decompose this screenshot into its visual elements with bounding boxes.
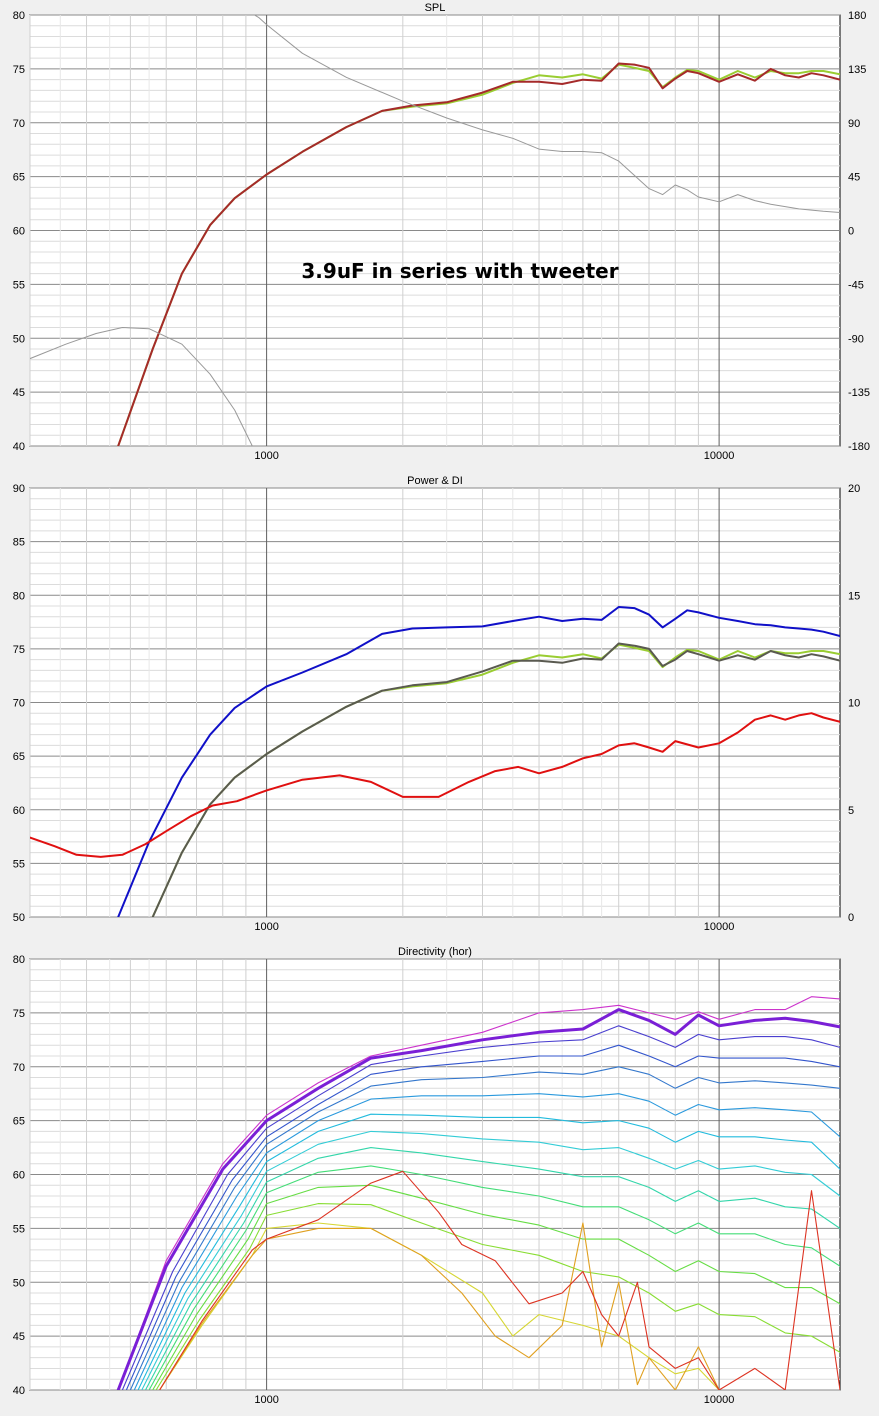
series-line <box>125 1044 840 1390</box>
spl-chart-panel: SPL 80 75 70 65 60 55 50 45 40 180 135 90 45 0 -45 -90 -1… <box>0 0 879 468</box>
y-tick-label: 80 <box>13 590 25 602</box>
series-line <box>117 606 840 917</box>
series-line <box>152 1184 840 1390</box>
y2-tick-label: -180 <box>848 441 870 453</box>
x-tick-label: 1000 <box>254 921 278 933</box>
y-tick-label: 50 <box>13 1277 25 1289</box>
y2-tick-label: 5 <box>848 805 854 817</box>
y-tick-label: 55 <box>13 279 25 291</box>
y2-tick-label: -45 <box>848 279 864 291</box>
y-tick-label: 70 <box>13 118 25 130</box>
y-tick-label: 50 <box>13 912 25 924</box>
series-line <box>159 1222 720 1390</box>
x-tick-label: 10000 <box>704 1394 735 1406</box>
x-tick-label: 1000 <box>254 450 278 462</box>
series-line <box>137 1113 840 1390</box>
series-group <box>116 996 840 1390</box>
series-line <box>30 712 840 858</box>
y-tick-label: 65 <box>13 172 25 184</box>
series-group <box>30 15 840 446</box>
y-tick-label: 45 <box>13 1331 25 1343</box>
series-line <box>151 642 840 917</box>
y-tick-label: 45 <box>13 387 25 399</box>
x-tick-label: 10000 <box>704 921 735 933</box>
y-tick-label: 60 <box>13 226 25 238</box>
power-di-chart-panel: Power & DI 90 85 80 75 70 65 60 55 50 20 15 10 5 0 1000… <box>0 468 879 940</box>
directivity-chart: Directivity (hor) 80 75 70 65 60 55 50 45 40 1000 1… <box>13 946 841 1406</box>
y-tick-label: 60 <box>13 1170 25 1182</box>
y2-tick-label: 0 <box>848 226 854 238</box>
y2-tick-label: 135 <box>848 64 866 76</box>
series-line <box>129 1066 840 1390</box>
series-line <box>148 1165 840 1390</box>
y-tick-label: 55 <box>13 858 25 870</box>
series-line <box>141 1130 840 1390</box>
y-tick-label: 85 <box>13 537 25 549</box>
y-tick-label: 80 <box>13 10 25 22</box>
y2-tick-label: 45 <box>848 172 860 184</box>
y2-tick-label: -135 <box>848 387 870 399</box>
spl-chart: SPL 80 75 70 65 60 55 50 45 40 180 135 90 45 0 -45 -90 -1… <box>13 2 870 462</box>
series-line <box>121 1025 840 1390</box>
y2-tick-label: 10 <box>848 698 860 710</box>
series-group <box>30 606 840 917</box>
y-tick-label: 80 <box>13 954 25 966</box>
y-tick-label: 40 <box>13 1385 25 1397</box>
y-tick-label: 70 <box>13 1062 25 1074</box>
y2-tick-label: 20 <box>848 483 860 495</box>
chart-title: SPL <box>425 2 446 14</box>
series-line <box>144 1147 840 1390</box>
series-line <box>30 327 253 446</box>
y-tick-label: 90 <box>13 483 25 495</box>
grid <box>29 958 840 1391</box>
y2-tick-label: 15 <box>848 590 860 602</box>
y-tick-label: 60 <box>13 805 25 817</box>
y2-tick-label: -90 <box>848 333 864 345</box>
y2-tick-label: 0 <box>848 912 854 924</box>
chart-title: Directivity (hor) <box>398 946 472 958</box>
series-line <box>133 1093 840 1390</box>
y-tick-label: 75 <box>13 64 25 76</box>
annotation-label: 3.9uF in series with tweeter <box>301 259 618 283</box>
x-tick-label: 10000 <box>704 450 735 462</box>
series-line <box>116 1008 840 1390</box>
y-tick-label: 70 <box>13 698 25 710</box>
directivity-chart-panel: Directivity (hor) 80 75 70 65 60 55 50 45 40 1000 1… <box>0 940 879 1411</box>
grid <box>29 14 840 447</box>
y2-tick-label: 180 <box>848 10 866 22</box>
series-line <box>253 15 840 213</box>
x-tick-label: 1000 <box>254 1394 278 1406</box>
y-tick-label: 65 <box>13 1116 25 1128</box>
grid <box>29 487 840 918</box>
y-tick-label: 40 <box>13 441 25 453</box>
series-line <box>159 1170 840 1390</box>
y-tick-label: 75 <box>13 644 25 656</box>
series-line <box>117 996 840 1390</box>
y-tick-label: 50 <box>13 333 25 345</box>
y-tick-label: 75 <box>13 1008 25 1020</box>
series-line <box>117 62 840 446</box>
y-tick-label: 65 <box>13 751 25 763</box>
y-tick-label: 55 <box>13 1223 25 1235</box>
chart-title: Power & DI <box>407 475 463 487</box>
power-di-chart: Power & DI908580757065605550201510501000… <box>13 475 861 933</box>
y2-tick-label: 90 <box>848 118 860 130</box>
